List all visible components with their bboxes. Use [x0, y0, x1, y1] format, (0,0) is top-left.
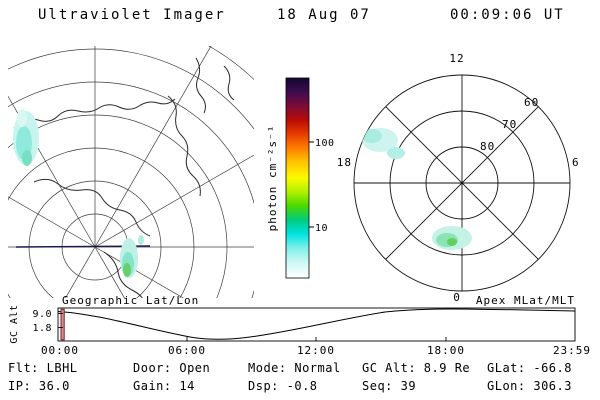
mlat-label-60: 60	[524, 96, 539, 109]
geo-map-panel	[8, 46, 254, 298]
alt-xtick-1800: 18:00	[427, 344, 465, 357]
telemetry-gcalt: GC Alt: 8.9 Re	[362, 361, 470, 375]
altitude-curve	[57, 308, 576, 340]
telemetry-flt: Flt: LBHL	[8, 361, 78, 375]
telemetry-row-2: IP: 36.0 Gain: 14 Dsp: -0.8 Seq: 39 GLon…	[8, 379, 572, 393]
mag-aurora-layer	[362, 128, 472, 250]
colorbar-label: photon cm⁻²s⁻¹	[266, 125, 279, 232]
alt-ytick-9: 9.0	[32, 309, 52, 320]
aurora-patch-geo-dawn	[13, 109, 39, 166]
telemetry-glat: GLat: -66.8	[487, 361, 572, 375]
mlat-label-70: 70	[502, 118, 517, 131]
telemetry-glon: GLon: 306.3	[487, 379, 572, 393]
alt-ytick-18: 1.8	[32, 323, 52, 334]
mlt-label-18: 18	[337, 156, 352, 169]
current-time-marker	[60, 308, 65, 341]
header-title: Ultraviolet Imager	[38, 7, 226, 23]
colorbar-gradient	[285, 77, 310, 279]
alt-ylabel: GC Alt	[9, 304, 20, 343]
mag-polar-grid	[353, 74, 571, 292]
colorbar-tick-100: 100	[315, 138, 335, 149]
aurora-patch-mag-dusk	[362, 128, 405, 159]
aurora-patch-geo-midnight	[120, 235, 144, 278]
mlt-label-0: 0	[453, 291, 461, 304]
altitude-plot-frame	[57, 307, 576, 342]
antarctica-coastline	[13, 57, 235, 298]
header-time: 00:09:06 UT	[450, 7, 565, 23]
alt-xtick-0600: 06:00	[168, 344, 206, 357]
geo-panel-label: Geographic Lat/Lon	[62, 294, 199, 307]
telemetry-mode: Mode: Normal	[248, 361, 341, 375]
alt-xtick-1200: 12:00	[297, 344, 335, 357]
mlat-label-80: 80	[480, 140, 495, 153]
mag-panel-label: Apex MLat/MLT	[476, 294, 575, 307]
colorbar-tick-10: 10	[315, 223, 328, 234]
telemetry-gain: Gain: 14	[133, 379, 195, 393]
telemetry-dsp: Dsp: -0.8	[248, 379, 318, 393]
telemetry-row-1: Flt: LBHL Door: Open Mode: Normal GC Alt…	[8, 361, 572, 375]
mlt-label-6: 6	[572, 156, 580, 169]
alt-xtick-0000: 00:00	[41, 344, 79, 357]
telemetry-seq: Seq: 39	[362, 379, 416, 393]
telemetry-ip: IP: 36.0	[8, 379, 70, 393]
alt-xtick-2359: 23:59	[553, 344, 591, 357]
altitude-plot-ticks	[58, 313, 447, 341]
header-date: 18 Aug 07	[277, 7, 371, 23]
telemetry-door: Door: Open	[133, 361, 210, 375]
aurora-patch-mag-midnight	[432, 226, 472, 250]
mlt-label-12: 12	[449, 52, 464, 65]
